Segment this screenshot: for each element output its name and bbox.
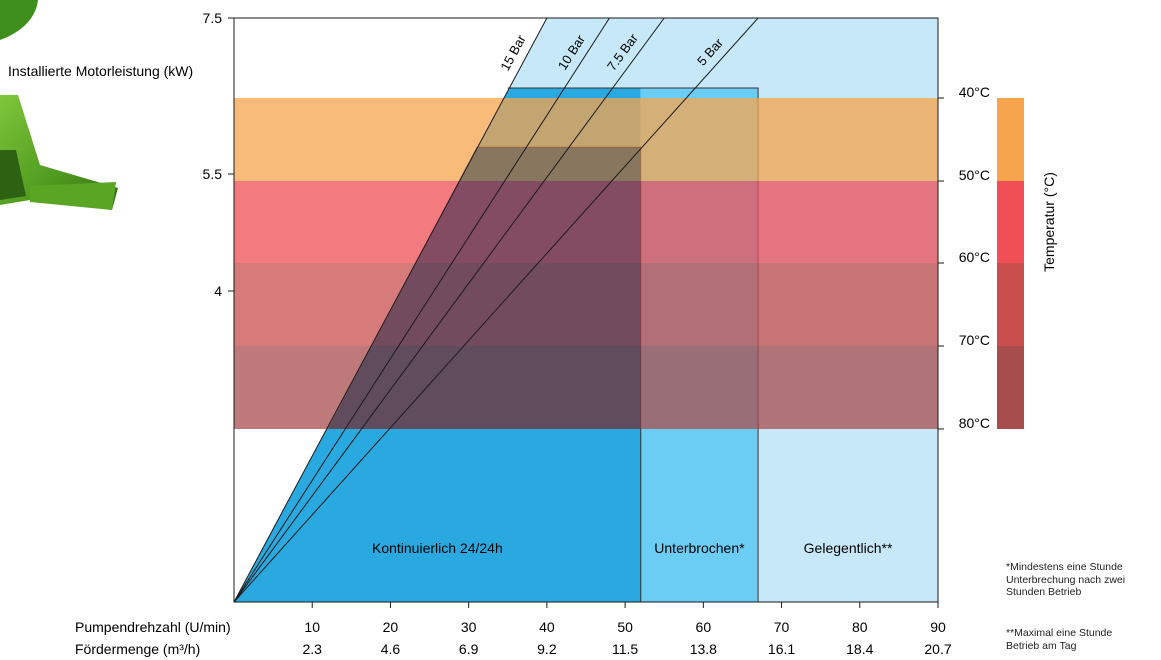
x-tick-flow-2: 4.6 [381, 641, 401, 657]
x-tick-flow-3: 6.9 [459, 641, 479, 657]
x-tick-flow-1: 2.3 [302, 641, 322, 657]
y-tick-label-3: 4 [214, 283, 222, 299]
temperature-scale-4 [997, 346, 1024, 429]
temperature-axis-title: Temperatur (°C) [1041, 172, 1057, 272]
temperature-band-4 [234, 346, 938, 429]
temp-tick-label-5: 80°C [959, 415, 990, 431]
zone-label-2: Unterbrochen* [654, 540, 745, 556]
x-tick-speed-4: 40 [539, 619, 555, 635]
footnote-occasional: **Maximal eine Stunde Betrieb am Tag [1006, 627, 1113, 652]
x-tick-flow-5: 11.5 [612, 641, 638, 657]
temp-tick-label-1: 40°C [959, 84, 990, 100]
temperature-band-1 [234, 98, 938, 181]
x-tick-flow-9: 20.7 [924, 641, 951, 657]
x-tick-speed-7: 70 [774, 619, 790, 635]
temp-tick-label-2: 50°C [959, 167, 990, 183]
pressure-line-2 [234, 18, 610, 602]
zone-label-1: Kontinuierlich 24/24h [372, 540, 503, 556]
plot-frame [233, 17, 939, 603]
temp-tick-label-4: 70°C [959, 332, 990, 348]
temp-tick-label-3: 60°C [959, 249, 990, 265]
pressure-line-1 [234, 18, 548, 602]
x-tick-flow-6: 13.8 [690, 641, 717, 657]
temperature-scale-3 [997, 263, 1024, 346]
x-tick-speed-5: 50 [617, 619, 633, 635]
x-tick-speed-9: 90 [930, 619, 946, 635]
x-tick-flow-4: 9.2 [537, 641, 557, 657]
x-tick-speed-3: 30 [461, 619, 477, 635]
pressure-region-upper [507, 18, 759, 88]
x-axis-speed-title: Pumpendrehzahl (U/min) [75, 619, 231, 635]
x-tick-speed-6: 60 [696, 619, 712, 635]
y-tick-label-2: 5.5 [203, 166, 223, 182]
x-tick-flow-7: 16.1 [768, 641, 795, 657]
temperature-band-2 [234, 181, 938, 263]
x-tick-speed-8: 80 [852, 619, 868, 635]
motor-pump-illustration [0, 0, 118, 210]
zone-box-intermittent [507, 87, 759, 602]
pressure-line-4 [234, 18, 759, 602]
x-axis-flow-title: Fördermenge (m³/h) [75, 641, 200, 657]
y-axis-title: Installierte Motorleistung (kW) [8, 63, 193, 79]
footnote-interrupted: *Mindestens eine Stunde Unterbrechung na… [1006, 561, 1126, 598]
x-tick-speed-1: 10 [304, 619, 320, 635]
temperature-scale-1 [997, 98, 1024, 181]
temperature-band-3 [234, 263, 938, 346]
continuous-overlay [327, 147, 641, 429]
x-tick-speed-2: 20 [383, 619, 399, 635]
temperature-scale-2 [997, 181, 1024, 263]
y-tick-label-1: 7.5 [203, 10, 223, 26]
zone-label-3: Gelegentlich** [804, 540, 893, 556]
pressure-line-3 [234, 18, 665, 602]
x-tick-flow-8: 18.4 [846, 641, 873, 657]
